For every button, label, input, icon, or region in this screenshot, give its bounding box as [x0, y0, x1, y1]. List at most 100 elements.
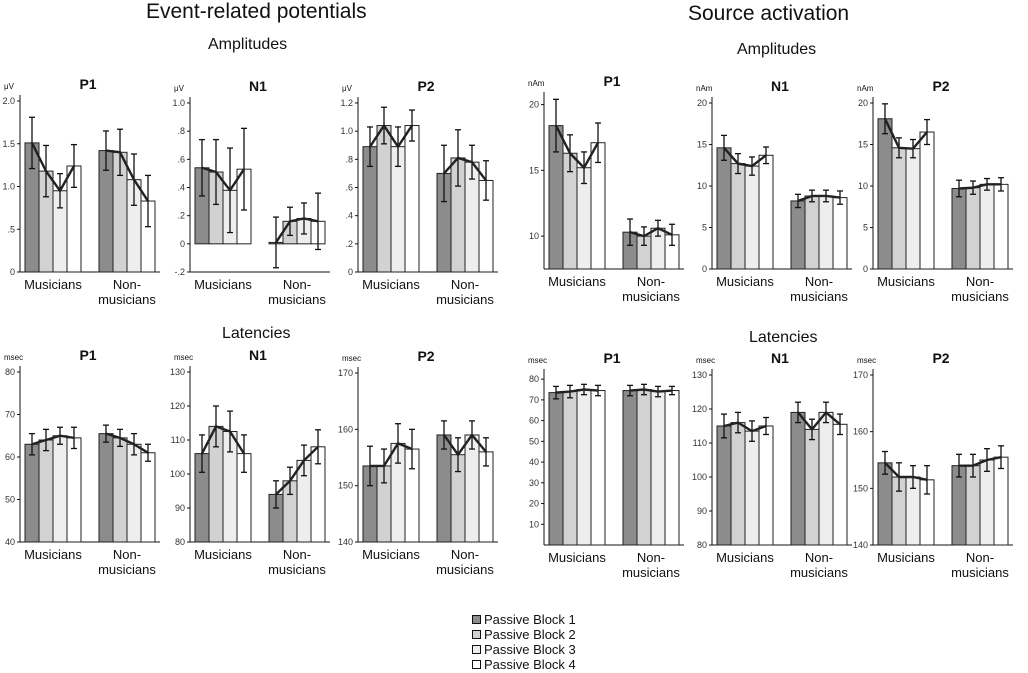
trend-line	[368, 123, 414, 149]
bar	[804, 195, 820, 270]
category-label: Musicians	[548, 550, 606, 565]
y-tick-label: 10	[697, 181, 707, 191]
bar	[790, 411, 806, 546]
y-tick-label: 130	[692, 370, 707, 380]
trend-line	[31, 434, 75, 446]
y-tick-label: 20	[529, 499, 539, 509]
trend-line	[629, 388, 673, 393]
bar	[730, 422, 746, 546]
y-unit-label: msec	[174, 353, 193, 362]
y-tick-label: 0	[180, 239, 185, 249]
trend-line	[443, 156, 487, 182]
y-tick-label: 60	[529, 416, 539, 426]
trend-line	[275, 445, 319, 496]
y-tick-label: 150	[338, 481, 353, 491]
category-label: Non-	[805, 274, 833, 289]
y-tick-label: 20	[697, 98, 707, 108]
category-label: Musicians	[194, 277, 252, 292]
legend-item: Passive Block 1	[472, 612, 576, 627]
bar	[622, 390, 638, 546]
y-tick-label: 130	[170, 367, 185, 377]
bar	[832, 423, 848, 546]
source-amplitudes-heading: Amplitudes	[737, 41, 817, 58]
y-tick-label: 1.0	[340, 126, 353, 136]
bar	[965, 187, 981, 270]
trend-line	[554, 125, 600, 170]
category-label: Musicians	[877, 550, 935, 565]
y-tick-label: 15	[529, 165, 539, 175]
chart-title: P1	[603, 73, 620, 89]
bar	[744, 430, 760, 546]
figure-panels: μV P1 0 .5 1.0 1.5 2.0 Musicians Non-musicians μV…	[2, 73, 1013, 580]
y-unit-label: nAm	[528, 79, 545, 88]
y-tick-label: 1.5	[2, 139, 15, 149]
chart-title: P1	[79, 76, 96, 92]
category-label: Non-	[966, 550, 994, 565]
chart-title: P2	[932, 350, 949, 366]
bar	[112, 437, 128, 543]
bar	[877, 462, 893, 546]
y-tick-label: 1.0	[172, 98, 185, 108]
y-tick-label: .4	[177, 183, 185, 193]
bar	[52, 435, 68, 543]
y-tick-label: 2.0	[2, 96, 15, 106]
y-tick-label: .5	[7, 224, 15, 234]
bar	[832, 197, 848, 270]
category-label: Non-	[113, 277, 141, 292]
y-tick-label: 120	[692, 404, 707, 414]
y-tick-label: 15	[697, 140, 707, 150]
y-tick-label: 30	[529, 478, 539, 488]
y-unit-label: msec	[528, 356, 547, 365]
y-tick-label: 120	[170, 401, 185, 411]
trend-line	[883, 118, 928, 150]
trend-line	[274, 217, 319, 244]
bar	[464, 434, 480, 543]
y-tick-label: 100	[170, 469, 185, 479]
trend-line	[105, 149, 150, 202]
bar	[730, 163, 746, 270]
category-label: musicians	[790, 289, 848, 304]
y-tick-label: 80	[5, 367, 15, 377]
legend-label: Passive Block 3	[484, 642, 576, 657]
category-label: Non-	[113, 547, 141, 562]
y-tick-label: 10	[858, 181, 868, 191]
trend-line	[555, 388, 599, 394]
category-label: musicians	[951, 565, 1009, 580]
bar	[818, 195, 834, 270]
y-unit-label: msec	[857, 356, 876, 365]
y-tick-label: 50	[5, 495, 15, 505]
bar	[758, 154, 774, 270]
category-label: Musicians	[716, 550, 774, 565]
y-unit-label: μV	[342, 84, 353, 93]
bar	[24, 443, 40, 543]
chart-title: N1	[249, 78, 267, 94]
y-tick-label: 40	[5, 537, 15, 547]
y-tick-label: 20	[858, 98, 868, 108]
y-tick-label: 10	[529, 231, 539, 241]
legend-swatch	[472, 660, 481, 669]
y-tick-label: 160	[853, 427, 868, 437]
y-tick-label: 0	[702, 264, 707, 274]
bar	[664, 390, 680, 546]
bar	[562, 391, 578, 546]
chart-title: P1	[79, 347, 96, 363]
y-tick-label: 90	[697, 506, 707, 516]
trend-line	[200, 424, 246, 455]
y-unit-label: msec	[342, 354, 361, 363]
category-label: Non-	[451, 277, 479, 292]
erp-title: Event-related potentials	[146, 0, 367, 23]
bar	[979, 183, 995, 270]
bar	[376, 125, 392, 273]
y-tick-label: 170	[338, 368, 353, 378]
legend-item: Passive Block 3	[472, 642, 576, 657]
legend-label: Passive Block 1	[484, 612, 576, 627]
chart-title: P2	[932, 78, 949, 94]
trend-line	[30, 142, 76, 194]
y-tick-label: -.2	[174, 267, 185, 277]
y-tick-label: 1.0	[2, 182, 15, 192]
y-tick-label: 5	[702, 223, 707, 233]
y-tick-label: .2	[177, 211, 185, 221]
legend-swatch	[472, 630, 481, 639]
erp-latencies-heading: Latencies	[222, 325, 291, 342]
trend-line	[959, 455, 1002, 467]
